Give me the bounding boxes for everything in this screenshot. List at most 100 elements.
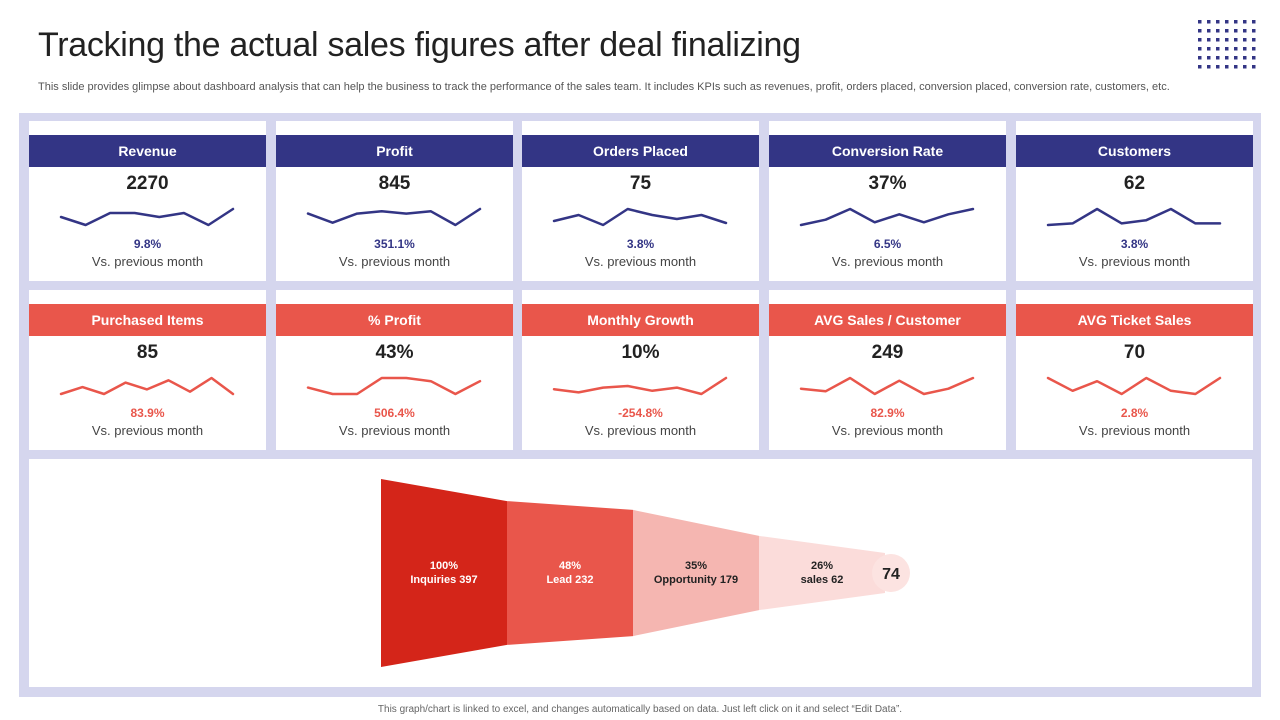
sparkline-trend-line xyxy=(306,207,482,227)
kpi-sparkline xyxy=(306,376,482,396)
kpi-change-percent: 83.9% xyxy=(130,406,165,420)
dot xyxy=(1207,29,1211,33)
kpi-card-value: 37% xyxy=(868,173,907,194)
footer-note: This graph/chart is linked to excel, and… xyxy=(377,704,903,715)
kpi-card-title: Purchased Items xyxy=(29,304,266,336)
funnel-panel: 100% Inquiries 397 48% Lead 232 35% Opportuni… xyxy=(29,459,1252,687)
kpi-card-value: 75 xyxy=(629,173,652,194)
kpi-change-percent: 82.9% xyxy=(870,406,905,420)
dot xyxy=(1198,56,1202,60)
kpi-card-title: Orders Placed xyxy=(522,135,759,167)
dot xyxy=(1216,29,1220,33)
kpi-comparison-note: Vs. previous month xyxy=(831,423,944,438)
dot xyxy=(1225,56,1229,60)
dot xyxy=(1234,47,1238,51)
funnel-stage-label: Lead 232 xyxy=(546,574,593,586)
dot xyxy=(1198,38,1202,42)
dot xyxy=(1198,20,1202,24)
dot xyxy=(1225,20,1229,24)
funnel-stage xyxy=(759,535,885,611)
funnel-stage xyxy=(633,509,759,637)
kpi-sparkline xyxy=(1046,376,1222,396)
kpi-change-percent: 3.8% xyxy=(626,237,655,251)
dot xyxy=(1252,47,1256,51)
kpi-card: Orders Placed 75 3.8% Vs. previous month xyxy=(522,121,759,281)
kpi-sparkline xyxy=(552,376,728,396)
funnel-stage-label: sales 62 xyxy=(801,574,844,586)
sparkline-trend-line xyxy=(59,207,235,227)
kpi-card: AVG Sales / Customer 249 82.9% Vs. previous… xyxy=(769,290,1006,450)
dot xyxy=(1243,56,1247,60)
dot xyxy=(1225,65,1229,69)
kpi-card: Monthly Growth 10% -254.8% Vs. previous mon… xyxy=(522,290,759,450)
funnel-stage-percent: 48% xyxy=(559,560,581,572)
kpi-sparkline xyxy=(306,207,482,227)
kpi-card-value: 249 xyxy=(871,342,904,363)
dot xyxy=(1243,38,1247,42)
kpi-comparison-note: Vs. previous month xyxy=(1078,423,1191,438)
kpi-sparkline xyxy=(799,376,975,396)
kpi-card-value: 85 xyxy=(136,342,159,363)
dot xyxy=(1243,29,1247,33)
kpi-card: AVG Ticket Sales 70 2.8% Vs. previous month xyxy=(1016,290,1253,450)
kpi-comparison-note: Vs. previous month xyxy=(831,254,944,269)
dot xyxy=(1207,47,1211,51)
kpi-comparison-note: Vs. previous month xyxy=(338,254,451,269)
sparkline-trend-line xyxy=(552,376,728,396)
funnel-stage-label: Opportunity 179 xyxy=(654,574,738,586)
kpi-card-value: 62 xyxy=(1123,173,1146,194)
dot xyxy=(1216,56,1220,60)
dot xyxy=(1225,38,1229,42)
kpi-card-title: Conversion Rate xyxy=(769,135,1006,167)
kpi-comparison-note: Vs. previous month xyxy=(584,423,697,438)
kpi-sparkline xyxy=(1046,207,1222,227)
dot xyxy=(1234,29,1238,33)
kpi-change-percent: 6.5% xyxy=(873,237,902,251)
kpi-change-percent: 506.4% xyxy=(374,406,415,420)
dot xyxy=(1207,65,1211,69)
sparkline-trend-line xyxy=(59,376,235,396)
kpi-comparison-note: Vs. previous month xyxy=(338,423,451,438)
dot xyxy=(1207,20,1211,24)
funnel-stage-percent: 35% xyxy=(685,560,707,572)
dot xyxy=(1252,29,1256,33)
dot xyxy=(1234,38,1238,42)
kpi-card: Purchased Items 85 83.9% Vs. previous month xyxy=(29,290,266,450)
kpi-card: Revenue 2270 9.8% Vs. previous month xyxy=(29,121,266,281)
dot xyxy=(1225,47,1229,51)
sparkline-trend-line xyxy=(306,376,482,396)
dot xyxy=(1198,47,1202,51)
dot xyxy=(1207,56,1211,60)
kpi-change-percent: -254.8% xyxy=(618,406,663,420)
sales-funnel-chart: 100% Inquiries 397 48% Lead 232 35% Opportuni… xyxy=(381,479,910,667)
kpi-sparkline xyxy=(59,207,235,227)
kpi-card-title: Profit xyxy=(276,135,513,167)
kpi-card-value: 2270 xyxy=(126,173,169,194)
kpi-card-title: AVG Ticket Sales xyxy=(1016,304,1253,336)
dot xyxy=(1234,56,1238,60)
sparkline-trend-line xyxy=(799,376,975,396)
kpi-change-percent: 3.8% xyxy=(1120,237,1149,251)
sparkline-trend-line xyxy=(552,207,728,227)
kpi-card: Profit 845 351.1% Vs. previous month xyxy=(276,121,513,281)
kpi-card-title: Revenue xyxy=(29,135,266,167)
dot xyxy=(1198,29,1202,33)
kpi-card-title: Monthly Growth xyxy=(522,304,759,336)
kpi-card-value: 845 xyxy=(378,173,411,194)
dot xyxy=(1216,20,1220,24)
funnel-end-bubble xyxy=(872,554,910,592)
dot xyxy=(1216,38,1220,42)
funnel-stage-percent: 26% xyxy=(811,560,833,572)
kpi-sparkline xyxy=(552,207,728,227)
kpi-sparkline xyxy=(59,376,235,396)
kpi-change-percent: 2.8% xyxy=(1120,406,1149,420)
dot xyxy=(1252,65,1256,69)
funnel-stage-label: Inquiries 397 xyxy=(410,574,477,586)
kpi-comparison-note: Vs. previous month xyxy=(91,423,204,438)
dot xyxy=(1243,47,1247,51)
kpi-card-title: % Profit xyxy=(276,304,513,336)
dot xyxy=(1216,65,1220,69)
decorative-dot-grid-icon xyxy=(1198,20,1256,69)
kpi-card-value: 43% xyxy=(375,342,414,363)
kpi-card: Conversion Rate 37% 6.5% Vs. previous month xyxy=(769,121,1006,281)
